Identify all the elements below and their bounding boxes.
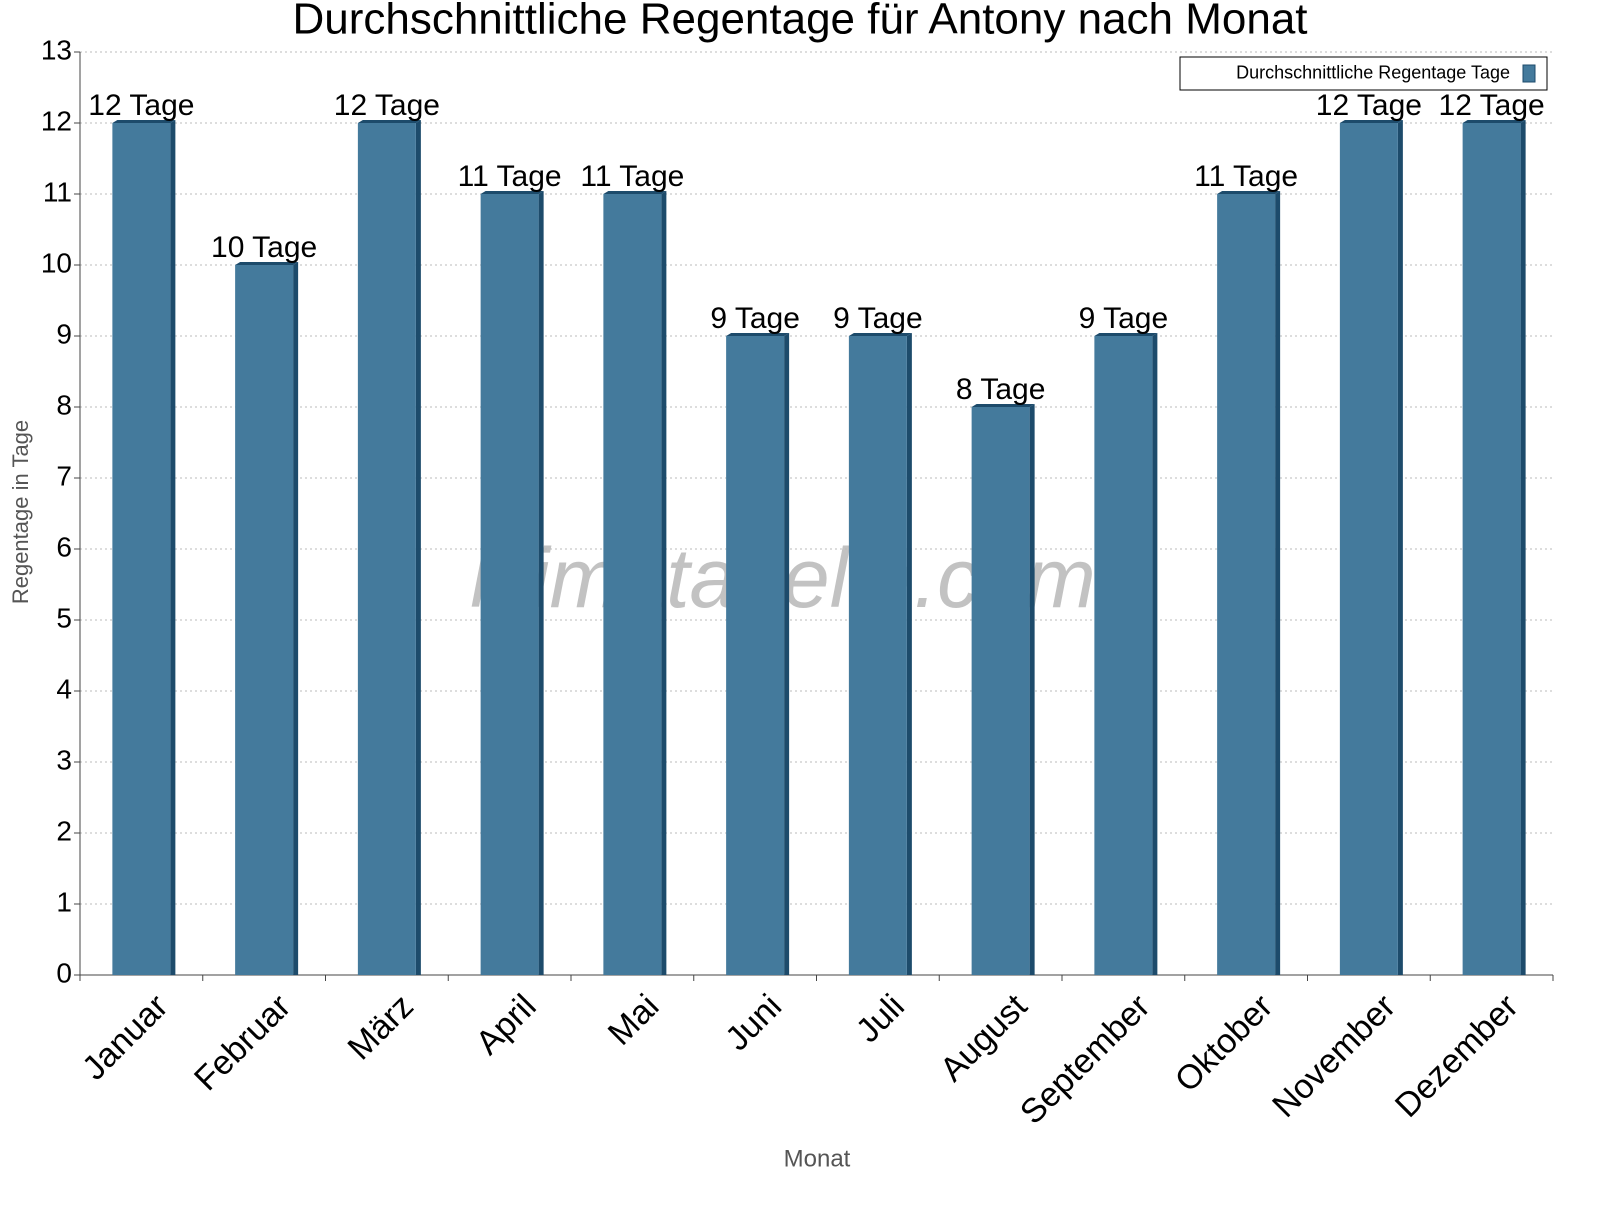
y-tick-label: 1 bbox=[56, 886, 72, 917]
x-tick-label: August bbox=[933, 987, 1035, 1089]
bar-side bbox=[1520, 120, 1526, 975]
x-tick-label: Juli bbox=[849, 987, 912, 1050]
bar-side bbox=[1152, 333, 1158, 975]
bar-top bbox=[480, 191, 544, 194]
legend-box bbox=[1179, 56, 1548, 91]
data-label: 12 Tage bbox=[1316, 89, 1422, 122]
bar-front bbox=[1462, 123, 1521, 975]
y-tick-label: 3 bbox=[56, 744, 72, 775]
data-label: 11 Tage bbox=[1194, 160, 1298, 193]
data-label: 10 Tage bbox=[211, 231, 317, 264]
bar-front bbox=[357, 123, 416, 975]
bar-side bbox=[661, 191, 667, 975]
data-label: 8 Tage bbox=[956, 373, 1046, 406]
bar-top bbox=[1339, 120, 1403, 123]
y-tick-label: 2 bbox=[56, 815, 72, 846]
y-tick-label: 13 bbox=[41, 34, 72, 65]
bar-top bbox=[357, 120, 421, 123]
bar-top bbox=[1217, 191, 1281, 194]
data-label: 12 Tage bbox=[334, 89, 440, 122]
y-tick-label: 9 bbox=[56, 318, 72, 349]
bar bbox=[1462, 120, 1526, 975]
bar-side bbox=[784, 333, 790, 975]
x-axis-label: Monat bbox=[784, 1145, 851, 1172]
bar-top bbox=[603, 191, 667, 194]
bar-front bbox=[235, 265, 294, 975]
legend-label: Durchschnittliche Regentage Tage bbox=[1236, 62, 1510, 82]
x-tick-label: November bbox=[1265, 987, 1403, 1125]
y-axis-label: Regentage in Tage bbox=[8, 420, 33, 604]
bar-side bbox=[1029, 404, 1035, 975]
bar-top bbox=[848, 333, 912, 336]
x-tick-label: Oktober bbox=[1168, 987, 1280, 1099]
data-label: 12 Tage bbox=[88, 89, 194, 122]
data-label: 12 Tage bbox=[1439, 89, 1545, 122]
bar bbox=[603, 191, 667, 975]
y-tick-label: 8 bbox=[56, 389, 72, 420]
bar-side bbox=[170, 120, 176, 975]
x-tick-label: Juni bbox=[718, 987, 789, 1058]
y-tick-label: 6 bbox=[56, 531, 72, 562]
bar-front bbox=[848, 336, 907, 975]
bar-side bbox=[293, 262, 299, 975]
bar-side bbox=[415, 120, 421, 975]
bar bbox=[1094, 333, 1158, 975]
bar-top bbox=[1462, 120, 1526, 123]
y-tick-label: 4 bbox=[56, 673, 72, 704]
legend-swatch bbox=[1522, 64, 1536, 83]
x-tick-label: Februar bbox=[187, 987, 298, 1098]
x-tick-label: Mai bbox=[601, 987, 667, 1053]
y-tick-label: 5 bbox=[56, 602, 72, 633]
bar-side bbox=[1275, 191, 1281, 975]
x-tick-label: Dezember bbox=[1388, 987, 1526, 1125]
bar-front bbox=[1094, 336, 1153, 975]
bar bbox=[1339, 120, 1403, 975]
bar bbox=[235, 262, 299, 975]
bar-front bbox=[480, 194, 539, 975]
bar-side bbox=[906, 333, 912, 975]
data-label: 9 Tage bbox=[710, 302, 800, 335]
data-label: 11 Tage bbox=[458, 160, 562, 193]
bar-side bbox=[538, 191, 544, 975]
x-tick-label: Januar bbox=[75, 987, 175, 1087]
chart-title: Durchschnittliche Regentage für Antony n… bbox=[292, 0, 1307, 44]
bar bbox=[971, 404, 1035, 975]
y-tick-label: 0 bbox=[56, 957, 72, 988]
bar-front bbox=[112, 123, 171, 975]
bar-top bbox=[112, 120, 176, 123]
x-tick-label: April bbox=[469, 987, 544, 1062]
bar-side bbox=[1397, 120, 1403, 975]
data-label: 9 Tage bbox=[1079, 302, 1169, 335]
y-tick-label: 12 bbox=[41, 105, 72, 136]
bar bbox=[357, 120, 421, 975]
data-label: 11 Tage bbox=[580, 160, 684, 193]
bar-front bbox=[603, 194, 662, 975]
bar-top bbox=[971, 404, 1035, 407]
bar bbox=[480, 191, 544, 975]
bar-front bbox=[1339, 123, 1398, 975]
x-tick-label: März bbox=[341, 987, 421, 1067]
y-tick-label: 11 bbox=[43, 176, 72, 207]
bar-front bbox=[1217, 194, 1276, 975]
bar-top bbox=[235, 262, 299, 265]
bar-front bbox=[726, 336, 785, 975]
bar-top bbox=[1094, 333, 1158, 336]
bar bbox=[726, 333, 790, 975]
bar bbox=[1217, 191, 1281, 975]
bar bbox=[848, 333, 912, 975]
bar-top bbox=[726, 333, 790, 336]
data-label: 9 Tage bbox=[833, 302, 923, 335]
y-tick-label: 7 bbox=[56, 460, 72, 491]
y-tick-label: 10 bbox=[41, 247, 72, 278]
bar-front bbox=[971, 407, 1030, 975]
x-tick-label: September bbox=[1013, 987, 1157, 1131]
bar bbox=[112, 120, 176, 975]
